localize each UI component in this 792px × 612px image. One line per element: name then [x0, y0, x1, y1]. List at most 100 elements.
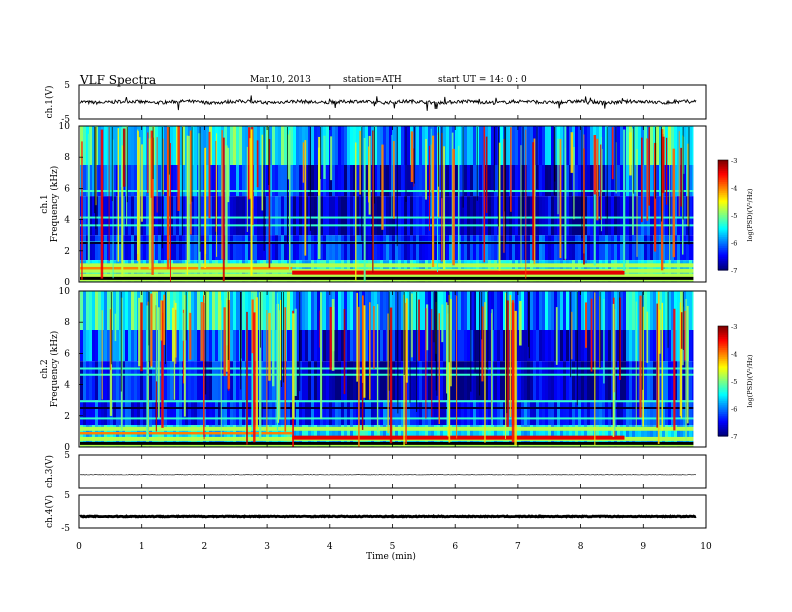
- psd-cell: [104, 126, 107, 165]
- start-time-label: start UT = 14: 0 : 0: [438, 75, 527, 85]
- psd-cell: [224, 361, 227, 401]
- psd-cell: [143, 330, 146, 362]
- psd-cell: [200, 361, 203, 401]
- sferic-streak: [553, 127, 555, 196]
- psd-cell: [404, 196, 407, 236]
- psd-cell: [311, 400, 314, 426]
- psd-cell: [434, 196, 437, 236]
- psd-cell: [635, 196, 638, 236]
- psd-cell: [110, 126, 113, 165]
- psd-cell: [566, 361, 569, 401]
- psd-cell: [254, 165, 257, 197]
- psd-cell: [503, 400, 506, 426]
- psd-cell: [689, 196, 692, 236]
- psd-cell: [662, 196, 665, 236]
- sferic-streak: [657, 291, 660, 444]
- psd-cell: [212, 330, 215, 362]
- sferic-streak: [216, 133, 218, 257]
- psd-cell: [188, 400, 191, 426]
- psd-cell: [293, 126, 296, 165]
- psd-cell: [479, 361, 482, 401]
- psd-cell: [206, 235, 209, 261]
- sferic-streak: [372, 130, 374, 273]
- colorbar-cell: [718, 229, 728, 233]
- sferic-streak: [497, 127, 499, 227]
- psd-cell: [257, 165, 260, 197]
- psd-cell: [125, 361, 128, 401]
- psd-cell: [629, 196, 632, 236]
- psd-cell: [365, 291, 368, 330]
- psd-cell: [683, 425, 686, 447]
- psd-cell: [113, 165, 116, 197]
- y-tick-label: 2: [64, 247, 70, 257]
- colorbar-cell: [718, 337, 728, 340]
- psd-cell: [152, 400, 155, 426]
- psd-cell: [212, 361, 215, 401]
- psd-cell: [413, 235, 416, 261]
- sferic-streak: [198, 133, 201, 270]
- psd-cell: [155, 196, 158, 236]
- psd-cell: [398, 165, 401, 197]
- psd-cell: [632, 400, 635, 426]
- psd-cell: [122, 196, 125, 236]
- psd-cell: [512, 165, 515, 197]
- psd-cell: [542, 291, 545, 330]
- psd-cell: [464, 235, 467, 261]
- psd-cell: [590, 126, 593, 165]
- psd-cell: [659, 425, 662, 447]
- psd-cell: [275, 291, 278, 330]
- psd-cell: [182, 165, 185, 197]
- sferic-streak: [503, 138, 505, 253]
- psd-cell: [179, 196, 182, 236]
- psd-cell: [176, 235, 179, 261]
- psd-cell: [683, 126, 686, 165]
- psd-cell: [113, 235, 116, 261]
- sferic-streak: [665, 137, 668, 205]
- psd-cell: [689, 291, 692, 330]
- psd-cell: [530, 165, 533, 197]
- sferic-streak: [369, 302, 371, 400]
- psd-cell: [467, 361, 470, 401]
- psd-cell: [173, 165, 176, 197]
- psd-cell: [659, 165, 662, 197]
- psd-cell: [209, 196, 212, 236]
- psd-cell: [347, 330, 350, 362]
- psd-cell: [659, 196, 662, 236]
- psd-cell: [632, 361, 635, 401]
- psd-cell: [647, 291, 650, 330]
- psd-cell: [578, 400, 581, 426]
- psd-cell: [236, 361, 239, 401]
- psd-cell: [488, 126, 491, 165]
- psd-cell: [314, 196, 317, 236]
- psd-cell: [401, 196, 404, 236]
- ch2-axis-label: ch.2: [40, 359, 50, 378]
- psd-cell: [257, 291, 260, 330]
- psd-cell: [620, 165, 623, 197]
- colorbar-cell: [718, 403, 728, 406]
- psd-cell: [647, 425, 650, 447]
- psd-cell: [521, 196, 524, 236]
- colorbar-cell: [718, 421, 728, 424]
- psd-cell: [233, 425, 236, 447]
- psd-cell: [560, 235, 563, 261]
- sferic-streak: [493, 127, 495, 192]
- psd-cell: [275, 165, 278, 197]
- psd-cell: [419, 126, 422, 165]
- colorbar-cell: [718, 209, 728, 212]
- psd-cell: [326, 235, 329, 261]
- psd-cell: [662, 425, 665, 447]
- psd-cell: [164, 165, 167, 197]
- psd-cell: [389, 235, 392, 261]
- psd-cell: [206, 165, 209, 197]
- psd-cell: [677, 235, 680, 261]
- sferic-streak: [436, 292, 438, 396]
- y-tick-label: 0: [64, 443, 70, 453]
- sferic-streak: [95, 127, 97, 229]
- psd-cell: [158, 126, 161, 165]
- psd-cell: [398, 330, 401, 362]
- psd-cell: [572, 361, 575, 401]
- colorbar-cell: [718, 342, 728, 345]
- sferic-streak: [189, 312, 192, 360]
- sferic-streak: [152, 127, 154, 179]
- psd-cell: [221, 400, 224, 426]
